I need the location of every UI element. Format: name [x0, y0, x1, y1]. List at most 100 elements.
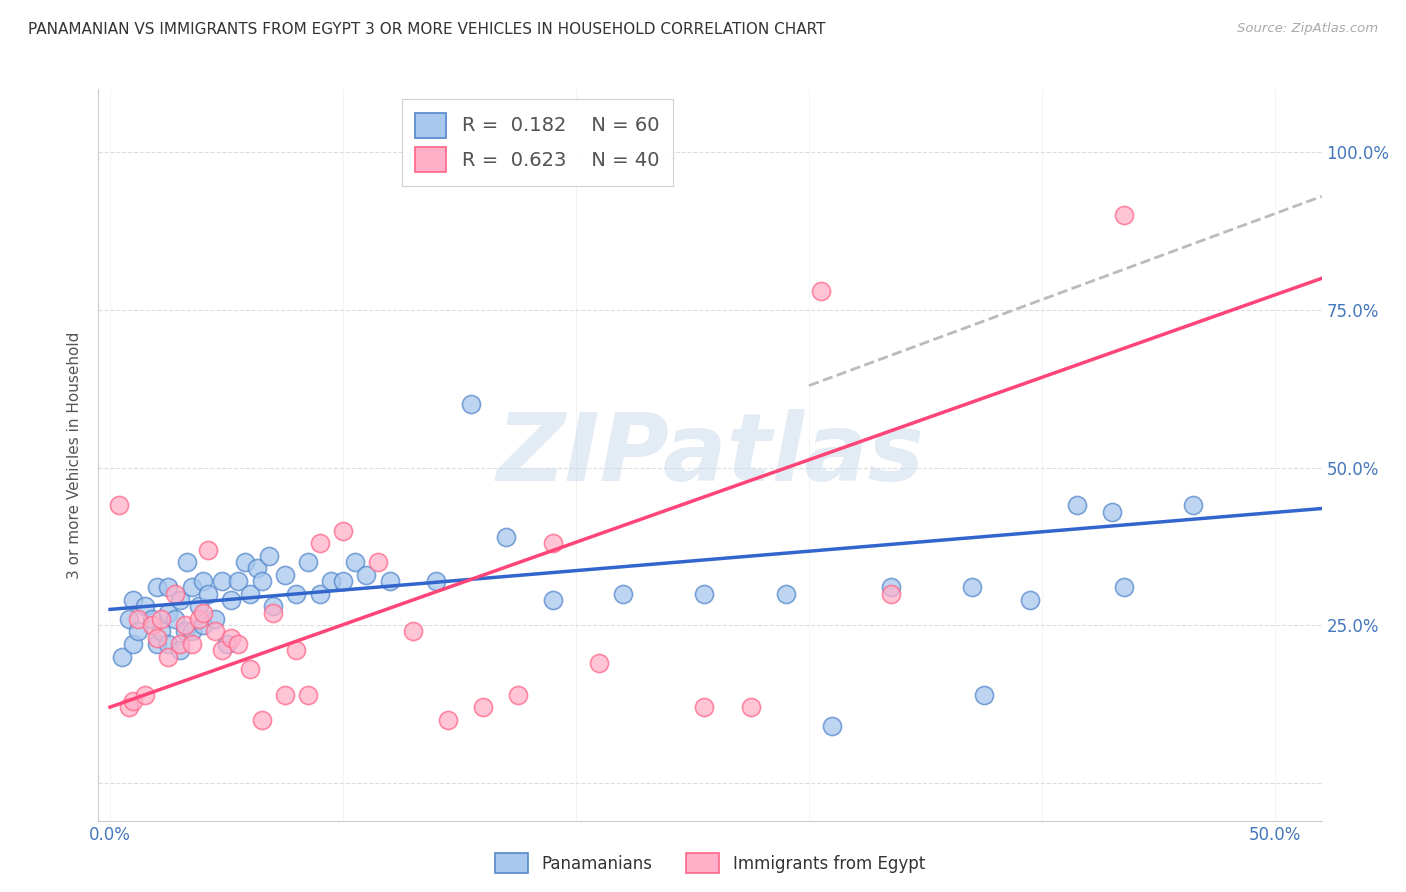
Legend: Panamanians, Immigrants from Egypt: Panamanians, Immigrants from Egypt	[486, 845, 934, 882]
Text: PANAMANIAN VS IMMIGRANTS FROM EGYPT 3 OR MORE VEHICLES IN HOUSEHOLD CORRELATION : PANAMANIAN VS IMMIGRANTS FROM EGYPT 3 OR…	[28, 22, 825, 37]
Point	[297, 688, 319, 702]
Point	[197, 587, 219, 601]
Point	[332, 574, 354, 588]
Point	[150, 624, 173, 639]
Point	[193, 606, 215, 620]
Point	[262, 599, 284, 614]
Point	[180, 580, 202, 594]
Point	[740, 700, 762, 714]
Point	[402, 624, 425, 639]
Point	[612, 587, 634, 601]
Point	[226, 637, 249, 651]
Point	[134, 688, 156, 702]
Point	[197, 542, 219, 557]
Point	[367, 555, 389, 569]
Point	[1066, 499, 1088, 513]
Point	[262, 606, 284, 620]
Point	[250, 574, 273, 588]
Point	[541, 536, 564, 550]
Point	[122, 637, 145, 651]
Point	[180, 637, 202, 651]
Point	[141, 612, 163, 626]
Point	[495, 530, 517, 544]
Point	[157, 649, 180, 664]
Point	[219, 593, 242, 607]
Point	[425, 574, 447, 588]
Point	[285, 643, 308, 657]
Point	[165, 587, 187, 601]
Point	[122, 593, 145, 607]
Text: Source: ZipAtlas.com: Source: ZipAtlas.com	[1237, 22, 1378, 36]
Point	[460, 397, 482, 411]
Point	[233, 555, 256, 569]
Point	[215, 637, 238, 651]
Point	[118, 700, 141, 714]
Point	[332, 524, 354, 538]
Point	[219, 631, 242, 645]
Point	[308, 536, 330, 550]
Point	[1182, 499, 1205, 513]
Point	[187, 612, 209, 626]
Point	[879, 587, 901, 601]
Point	[176, 555, 198, 569]
Y-axis label: 3 or more Vehicles in Household: 3 or more Vehicles in Household	[67, 331, 83, 579]
Point	[173, 618, 195, 632]
Point	[588, 656, 610, 670]
Point	[437, 713, 460, 727]
Point	[810, 284, 832, 298]
Point	[122, 694, 145, 708]
Point	[471, 700, 494, 714]
Point	[274, 567, 297, 582]
Point	[118, 612, 141, 626]
Point	[173, 624, 195, 639]
Point	[150, 612, 173, 626]
Text: ZIPatlas: ZIPatlas	[496, 409, 924, 501]
Point	[169, 643, 191, 657]
Point	[274, 688, 297, 702]
Point	[308, 587, 330, 601]
Point	[239, 587, 262, 601]
Point	[506, 688, 529, 702]
Point	[134, 599, 156, 614]
Point	[145, 631, 167, 645]
Point	[378, 574, 401, 588]
Point	[226, 574, 249, 588]
Point	[343, 555, 366, 569]
Point	[1019, 593, 1042, 607]
Point	[180, 624, 202, 639]
Point	[169, 637, 191, 651]
Point	[141, 618, 163, 632]
Point	[250, 713, 273, 727]
Point	[285, 587, 308, 601]
Point	[204, 624, 226, 639]
Point	[111, 649, 134, 664]
Point	[775, 587, 797, 601]
Point	[693, 587, 716, 601]
Point	[541, 593, 564, 607]
Point	[157, 606, 180, 620]
Point	[204, 612, 226, 626]
Point	[145, 580, 167, 594]
Point	[356, 567, 378, 582]
Point	[193, 618, 215, 632]
Point	[165, 612, 187, 626]
Point	[157, 580, 180, 594]
Point	[1112, 208, 1135, 222]
Point	[193, 574, 215, 588]
Point	[321, 574, 343, 588]
Point	[960, 580, 983, 594]
Point	[1101, 505, 1123, 519]
Point	[157, 637, 180, 651]
Point	[973, 688, 995, 702]
Point	[187, 599, 209, 614]
Point	[211, 643, 233, 657]
Point	[127, 624, 149, 639]
Point	[127, 612, 149, 626]
Point	[693, 700, 716, 714]
Point	[1112, 580, 1135, 594]
Point	[211, 574, 233, 588]
Point	[246, 561, 269, 575]
Point	[879, 580, 901, 594]
Point	[821, 719, 844, 733]
Point	[169, 593, 191, 607]
